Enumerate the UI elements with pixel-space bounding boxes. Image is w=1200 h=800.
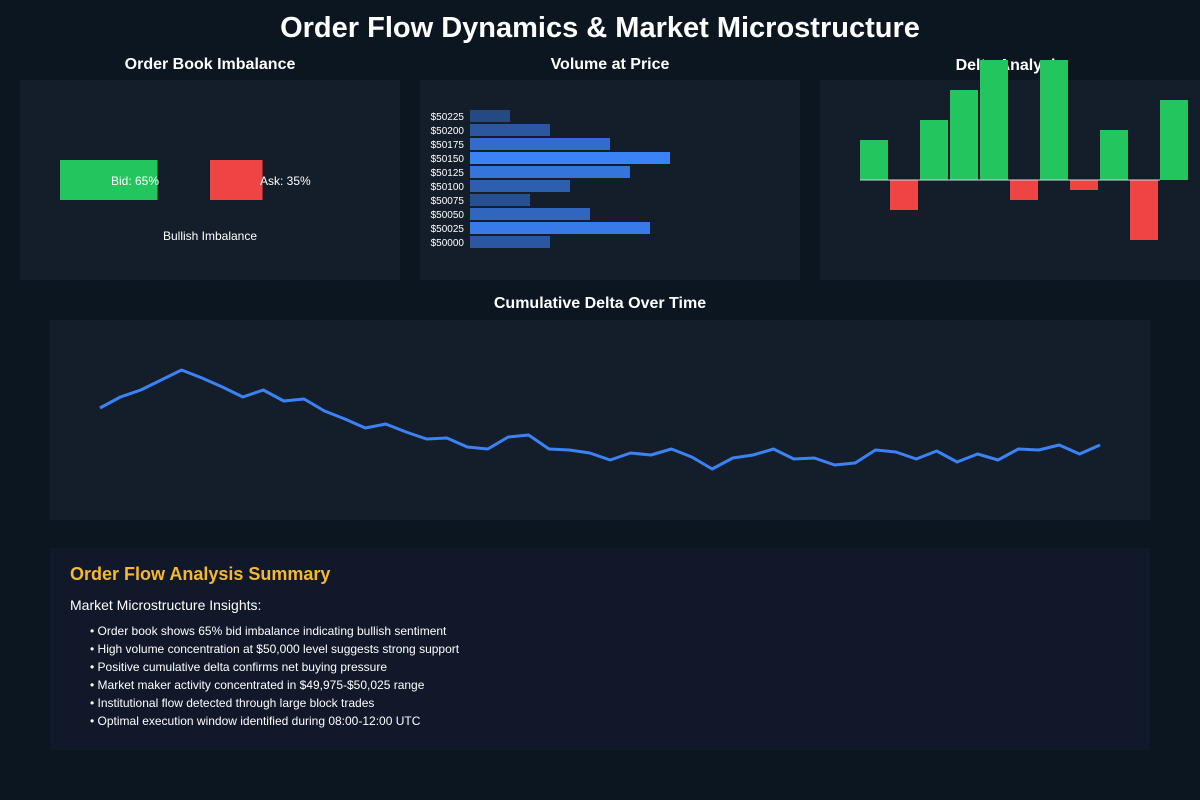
volume-bar [470, 236, 550, 248]
insight-item: • Optimal execution window identified du… [90, 714, 421, 728]
price-label: $50175 [431, 140, 465, 151]
cumulative-delta-line [99, 368, 1101, 471]
volume-bar [470, 180, 570, 192]
volume-bar [470, 208, 590, 220]
ask-label: Ask: 35% [260, 174, 311, 188]
volume-bar [470, 138, 610, 150]
delta-chart: Delta Analysis [860, 57, 1188, 240]
volume-bar [470, 222, 650, 234]
volume-bar [470, 194, 530, 206]
delta-bar [920, 120, 948, 180]
bid-bar [60, 160, 158, 200]
price-label: $50150 [431, 154, 465, 165]
delta-bar [860, 140, 888, 180]
insight-item: • Institutional flow detected through la… [90, 696, 375, 710]
price-label: $50100 [431, 182, 465, 193]
page-title: Order Flow Dynamics & Market Microstruct… [280, 12, 920, 44]
volume-bar [470, 152, 670, 164]
price-label: $50000 [431, 238, 465, 249]
summary-subtitle: Market Microstructure Insights: [70, 597, 262, 613]
volume-panel: $50225 $50200 $50175 $50150 $50125 $50100 $500… [420, 80, 800, 280]
summary-title: Order Flow Analysis Summary [70, 564, 331, 584]
insight-item: • Positive cumulative delta confirms net… [90, 660, 388, 674]
delta-bar [890, 180, 918, 210]
volume-bar [470, 166, 630, 178]
summary-panel: Order Flow Analysis Summary Market Micro… [50, 548, 1150, 750]
price-label: $50025 [431, 224, 465, 235]
delta-bar [1100, 130, 1128, 180]
insight-item: • High volume concentration at $50,000 l… [90, 642, 460, 656]
volume-bar [470, 110, 510, 122]
cumulative-chart [99, 368, 1101, 471]
delta-bar [1130, 180, 1158, 240]
delta-bar [1070, 180, 1098, 190]
insight-item: • Order book shows 65% bid imbalance ind… [90, 624, 447, 638]
volume-chart: $50225 $50200 $50175 $50150 $50125 $50100 $500… [431, 110, 670, 249]
cumulative-panel [50, 320, 1150, 520]
price-label: $50075 [431, 196, 465, 207]
imbalance-panel: Bid: 65% Ask: 35% Bullish Imbalance [20, 80, 400, 280]
insights-list: • Order book shows 65% bid imbalance ind… [90, 622, 459, 730]
imbalance-title: Order Book Imbalance [124, 56, 296, 73]
delta-bar [1010, 180, 1038, 200]
volume-title: Volume at Price [550, 56, 670, 73]
delta-bar [950, 90, 978, 180]
price-label: $50200 [431, 126, 465, 137]
price-label: $50125 [431, 168, 465, 179]
imbalance-chart: Bid: 65% Ask: 35% Bullish Imbalance [60, 160, 311, 243]
delta-bar [1160, 100, 1188, 180]
cumulative-title: Cumulative Delta Over Time [493, 295, 707, 312]
insight-item: • Market maker activity concentrated in … [90, 678, 425, 692]
price-label: $50050 [431, 210, 465, 221]
price-label: $50225 [431, 112, 465, 123]
delta-bar [980, 60, 1008, 180]
delta-bar [1040, 60, 1068, 180]
ask-bar [210, 160, 263, 200]
bid-label: Bid: 65% [111, 174, 159, 188]
volume-bar [470, 124, 550, 136]
imbalance-annotation: Bullish Imbalance [163, 229, 257, 243]
